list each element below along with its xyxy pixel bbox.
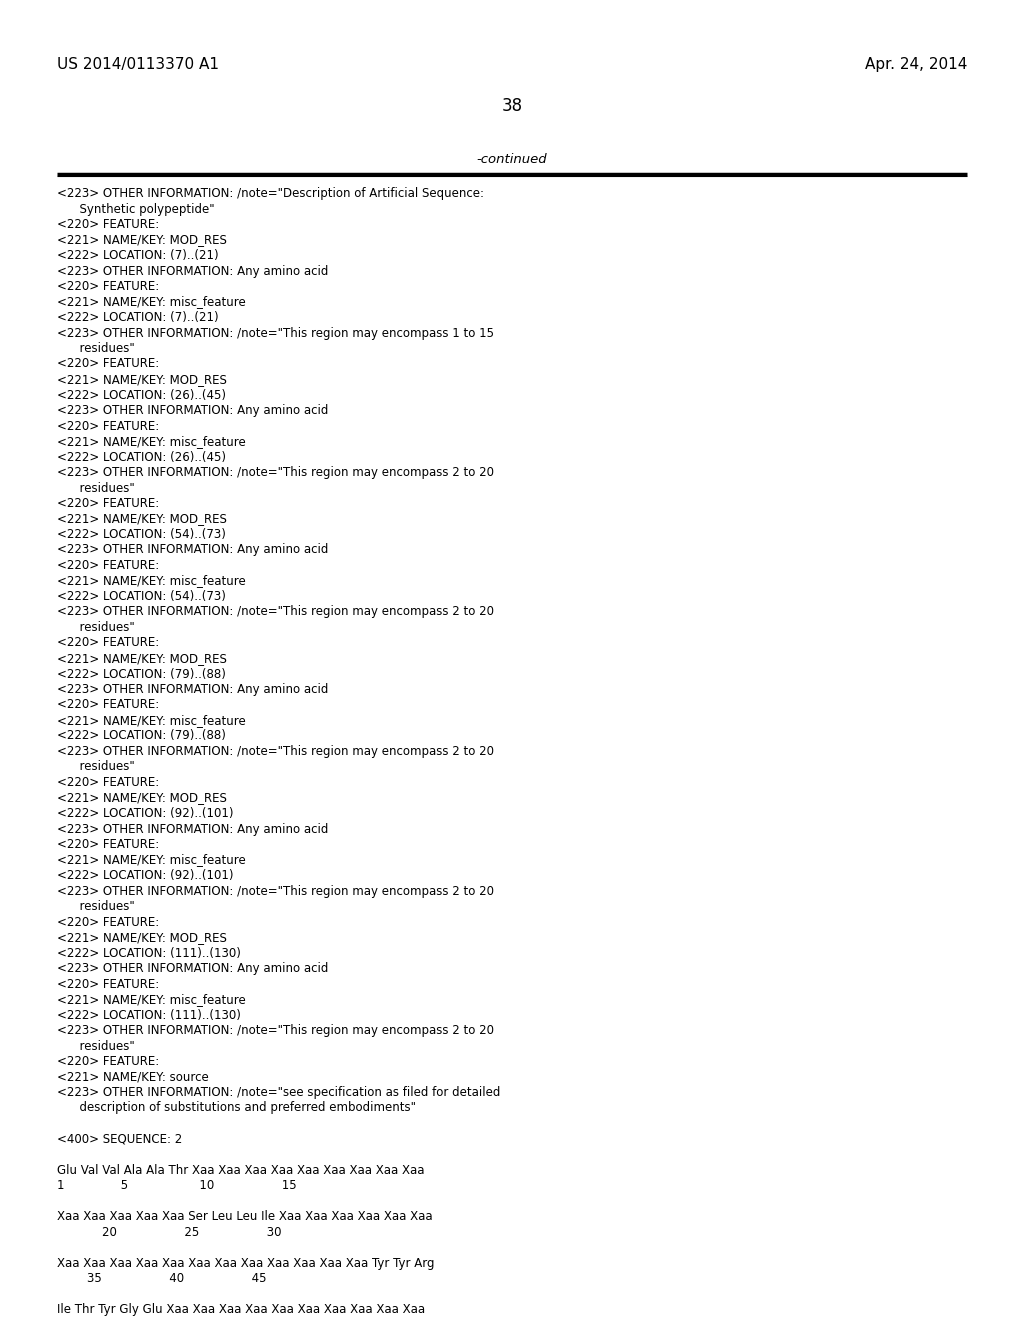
Text: <220> FEATURE:: <220> FEATURE: bbox=[57, 776, 160, 789]
Text: <220> FEATURE:: <220> FEATURE: bbox=[57, 498, 160, 510]
Text: <221> NAME/KEY: MOD_RES: <221> NAME/KEY: MOD_RES bbox=[57, 792, 227, 804]
Text: <223> OTHER INFORMATION: Any amino acid: <223> OTHER INFORMATION: Any amino acid bbox=[57, 962, 329, 975]
Text: <222> LOCATION: (111)..(130): <222> LOCATION: (111)..(130) bbox=[57, 1008, 241, 1022]
Text: <223> OTHER INFORMATION: Any amino acid: <223> OTHER INFORMATION: Any amino acid bbox=[57, 822, 329, 836]
Text: <221> NAME/KEY: misc_feature: <221> NAME/KEY: misc_feature bbox=[57, 436, 246, 447]
Text: <222> LOCATION: (54)..(73): <222> LOCATION: (54)..(73) bbox=[57, 590, 226, 603]
Text: <222> LOCATION: (79)..(88): <222> LOCATION: (79)..(88) bbox=[57, 730, 226, 742]
Text: <220> FEATURE:: <220> FEATURE: bbox=[57, 358, 160, 371]
Text: <221> NAME/KEY: MOD_RES: <221> NAME/KEY: MOD_RES bbox=[57, 234, 227, 247]
Text: <220> FEATURE:: <220> FEATURE: bbox=[57, 916, 160, 928]
Text: <220> FEATURE:: <220> FEATURE: bbox=[57, 698, 160, 711]
Text: <221> NAME/KEY: MOD_RES: <221> NAME/KEY: MOD_RES bbox=[57, 931, 227, 944]
Text: <221> NAME/KEY: MOD_RES: <221> NAME/KEY: MOD_RES bbox=[57, 374, 227, 385]
Text: Synthetic polypeptide": Synthetic polypeptide" bbox=[57, 202, 215, 215]
Text: <221> NAME/KEY: source: <221> NAME/KEY: source bbox=[57, 1071, 209, 1084]
Text: <220> FEATURE:: <220> FEATURE: bbox=[57, 636, 160, 649]
Text: residues": residues" bbox=[57, 760, 135, 774]
Text: <223> OTHER INFORMATION: /note="This region may encompass 1 to 15: <223> OTHER INFORMATION: /note="This reg… bbox=[57, 326, 494, 339]
Text: <220> FEATURE:: <220> FEATURE: bbox=[57, 218, 160, 231]
Text: 1               5                   10                  15: 1 5 10 15 bbox=[57, 1179, 297, 1192]
Text: description of substitutions and preferred embodiments": description of substitutions and preferr… bbox=[57, 1101, 416, 1114]
Text: <222> LOCATION: (26)..(45): <222> LOCATION: (26)..(45) bbox=[57, 388, 226, 401]
Text: <223> OTHER INFORMATION: /note="see specification as filed for detailed: <223> OTHER INFORMATION: /note="see spec… bbox=[57, 1086, 501, 1100]
Text: Glu Val Val Ala Ala Thr Xaa Xaa Xaa Xaa Xaa Xaa Xaa Xaa Xaa: Glu Val Val Ala Ala Thr Xaa Xaa Xaa Xaa … bbox=[57, 1163, 425, 1176]
Text: <223> OTHER INFORMATION: /note="This region may encompass 2 to 20: <223> OTHER INFORMATION: /note="This reg… bbox=[57, 884, 494, 898]
Text: 35                  40                  45: 35 40 45 bbox=[57, 1272, 266, 1284]
Text: <222> LOCATION: (7)..(21): <222> LOCATION: (7)..(21) bbox=[57, 312, 219, 323]
Text: residues": residues" bbox=[57, 342, 135, 355]
Text: <222> LOCATION: (92)..(101): <222> LOCATION: (92)..(101) bbox=[57, 869, 233, 882]
Text: Apr. 24, 2014: Apr. 24, 2014 bbox=[864, 57, 967, 73]
Text: <220> FEATURE:: <220> FEATURE: bbox=[57, 558, 160, 572]
Text: 20                  25                  30: 20 25 30 bbox=[57, 1225, 282, 1238]
Text: <220> FEATURE:: <220> FEATURE: bbox=[57, 280, 160, 293]
Text: 38: 38 bbox=[502, 96, 522, 115]
Text: <400> SEQUENCE: 2: <400> SEQUENCE: 2 bbox=[57, 1133, 182, 1146]
Text: <221> NAME/KEY: MOD_RES: <221> NAME/KEY: MOD_RES bbox=[57, 512, 227, 525]
Text: <223> OTHER INFORMATION: Any amino acid: <223> OTHER INFORMATION: Any amino acid bbox=[57, 682, 329, 696]
Text: US 2014/0113370 A1: US 2014/0113370 A1 bbox=[57, 57, 219, 73]
Text: Xaa Xaa Xaa Xaa Xaa Xaa Xaa Xaa Xaa Xaa Xaa Xaa Tyr Tyr Arg: Xaa Xaa Xaa Xaa Xaa Xaa Xaa Xaa Xaa Xaa … bbox=[57, 1257, 434, 1270]
Text: <222> LOCATION: (7)..(21): <222> LOCATION: (7)..(21) bbox=[57, 249, 219, 261]
Text: <223> OTHER INFORMATION: Any amino acid: <223> OTHER INFORMATION: Any amino acid bbox=[57, 404, 329, 417]
Text: residues": residues" bbox=[57, 900, 135, 913]
Text: <221> NAME/KEY: misc_feature: <221> NAME/KEY: misc_feature bbox=[57, 296, 246, 309]
Text: <220> FEATURE:: <220> FEATURE: bbox=[57, 1055, 160, 1068]
Text: <220> FEATURE:: <220> FEATURE: bbox=[57, 978, 160, 990]
Text: Ile Thr Tyr Gly Glu Xaa Xaa Xaa Xaa Xaa Xaa Xaa Xaa Xaa Xaa: Ile Thr Tyr Gly Glu Xaa Xaa Xaa Xaa Xaa … bbox=[57, 1303, 425, 1316]
Text: residues": residues" bbox=[57, 482, 135, 495]
Text: <222> LOCATION: (26)..(45): <222> LOCATION: (26)..(45) bbox=[57, 450, 226, 463]
Text: <223> OTHER INFORMATION: /note="This region may encompass 2 to 20: <223> OTHER INFORMATION: /note="This reg… bbox=[57, 466, 494, 479]
Text: <220> FEATURE:: <220> FEATURE: bbox=[57, 420, 160, 433]
Text: <223> OTHER INFORMATION: /note="This region may encompass 2 to 20: <223> OTHER INFORMATION: /note="This reg… bbox=[57, 1024, 494, 1038]
Text: -continued: -continued bbox=[477, 153, 547, 166]
Text: <223> OTHER INFORMATION: /note="This region may encompass 2 to 20: <223> OTHER INFORMATION: /note="This reg… bbox=[57, 606, 494, 619]
Text: <221> NAME/KEY: misc_feature: <221> NAME/KEY: misc_feature bbox=[57, 993, 246, 1006]
Text: <222> LOCATION: (79)..(88): <222> LOCATION: (79)..(88) bbox=[57, 668, 226, 681]
Text: <221> NAME/KEY: misc_feature: <221> NAME/KEY: misc_feature bbox=[57, 714, 246, 727]
Text: <220> FEATURE:: <220> FEATURE: bbox=[57, 838, 160, 851]
Text: <223> OTHER INFORMATION: Any amino acid: <223> OTHER INFORMATION: Any amino acid bbox=[57, 264, 329, 277]
Text: <223> OTHER INFORMATION: /note="This region may encompass 2 to 20: <223> OTHER INFORMATION: /note="This reg… bbox=[57, 744, 494, 758]
Text: <221> NAME/KEY: MOD_RES: <221> NAME/KEY: MOD_RES bbox=[57, 652, 227, 665]
Text: <221> NAME/KEY: misc_feature: <221> NAME/KEY: misc_feature bbox=[57, 574, 246, 587]
Text: residues": residues" bbox=[57, 1040, 135, 1052]
Text: <223> OTHER INFORMATION: /note="Description of Artificial Sequence:: <223> OTHER INFORMATION: /note="Descript… bbox=[57, 187, 484, 201]
Text: <222> LOCATION: (54)..(73): <222> LOCATION: (54)..(73) bbox=[57, 528, 226, 541]
Text: <223> OTHER INFORMATION: Any amino acid: <223> OTHER INFORMATION: Any amino acid bbox=[57, 544, 329, 557]
Text: <222> LOCATION: (92)..(101): <222> LOCATION: (92)..(101) bbox=[57, 807, 233, 820]
Text: <221> NAME/KEY: misc_feature: <221> NAME/KEY: misc_feature bbox=[57, 854, 246, 866]
Text: residues": residues" bbox=[57, 620, 135, 634]
Text: Xaa Xaa Xaa Xaa Xaa Ser Leu Leu Ile Xaa Xaa Xaa Xaa Xaa Xaa: Xaa Xaa Xaa Xaa Xaa Ser Leu Leu Ile Xaa … bbox=[57, 1210, 432, 1224]
Text: <222> LOCATION: (111)..(130): <222> LOCATION: (111)..(130) bbox=[57, 946, 241, 960]
